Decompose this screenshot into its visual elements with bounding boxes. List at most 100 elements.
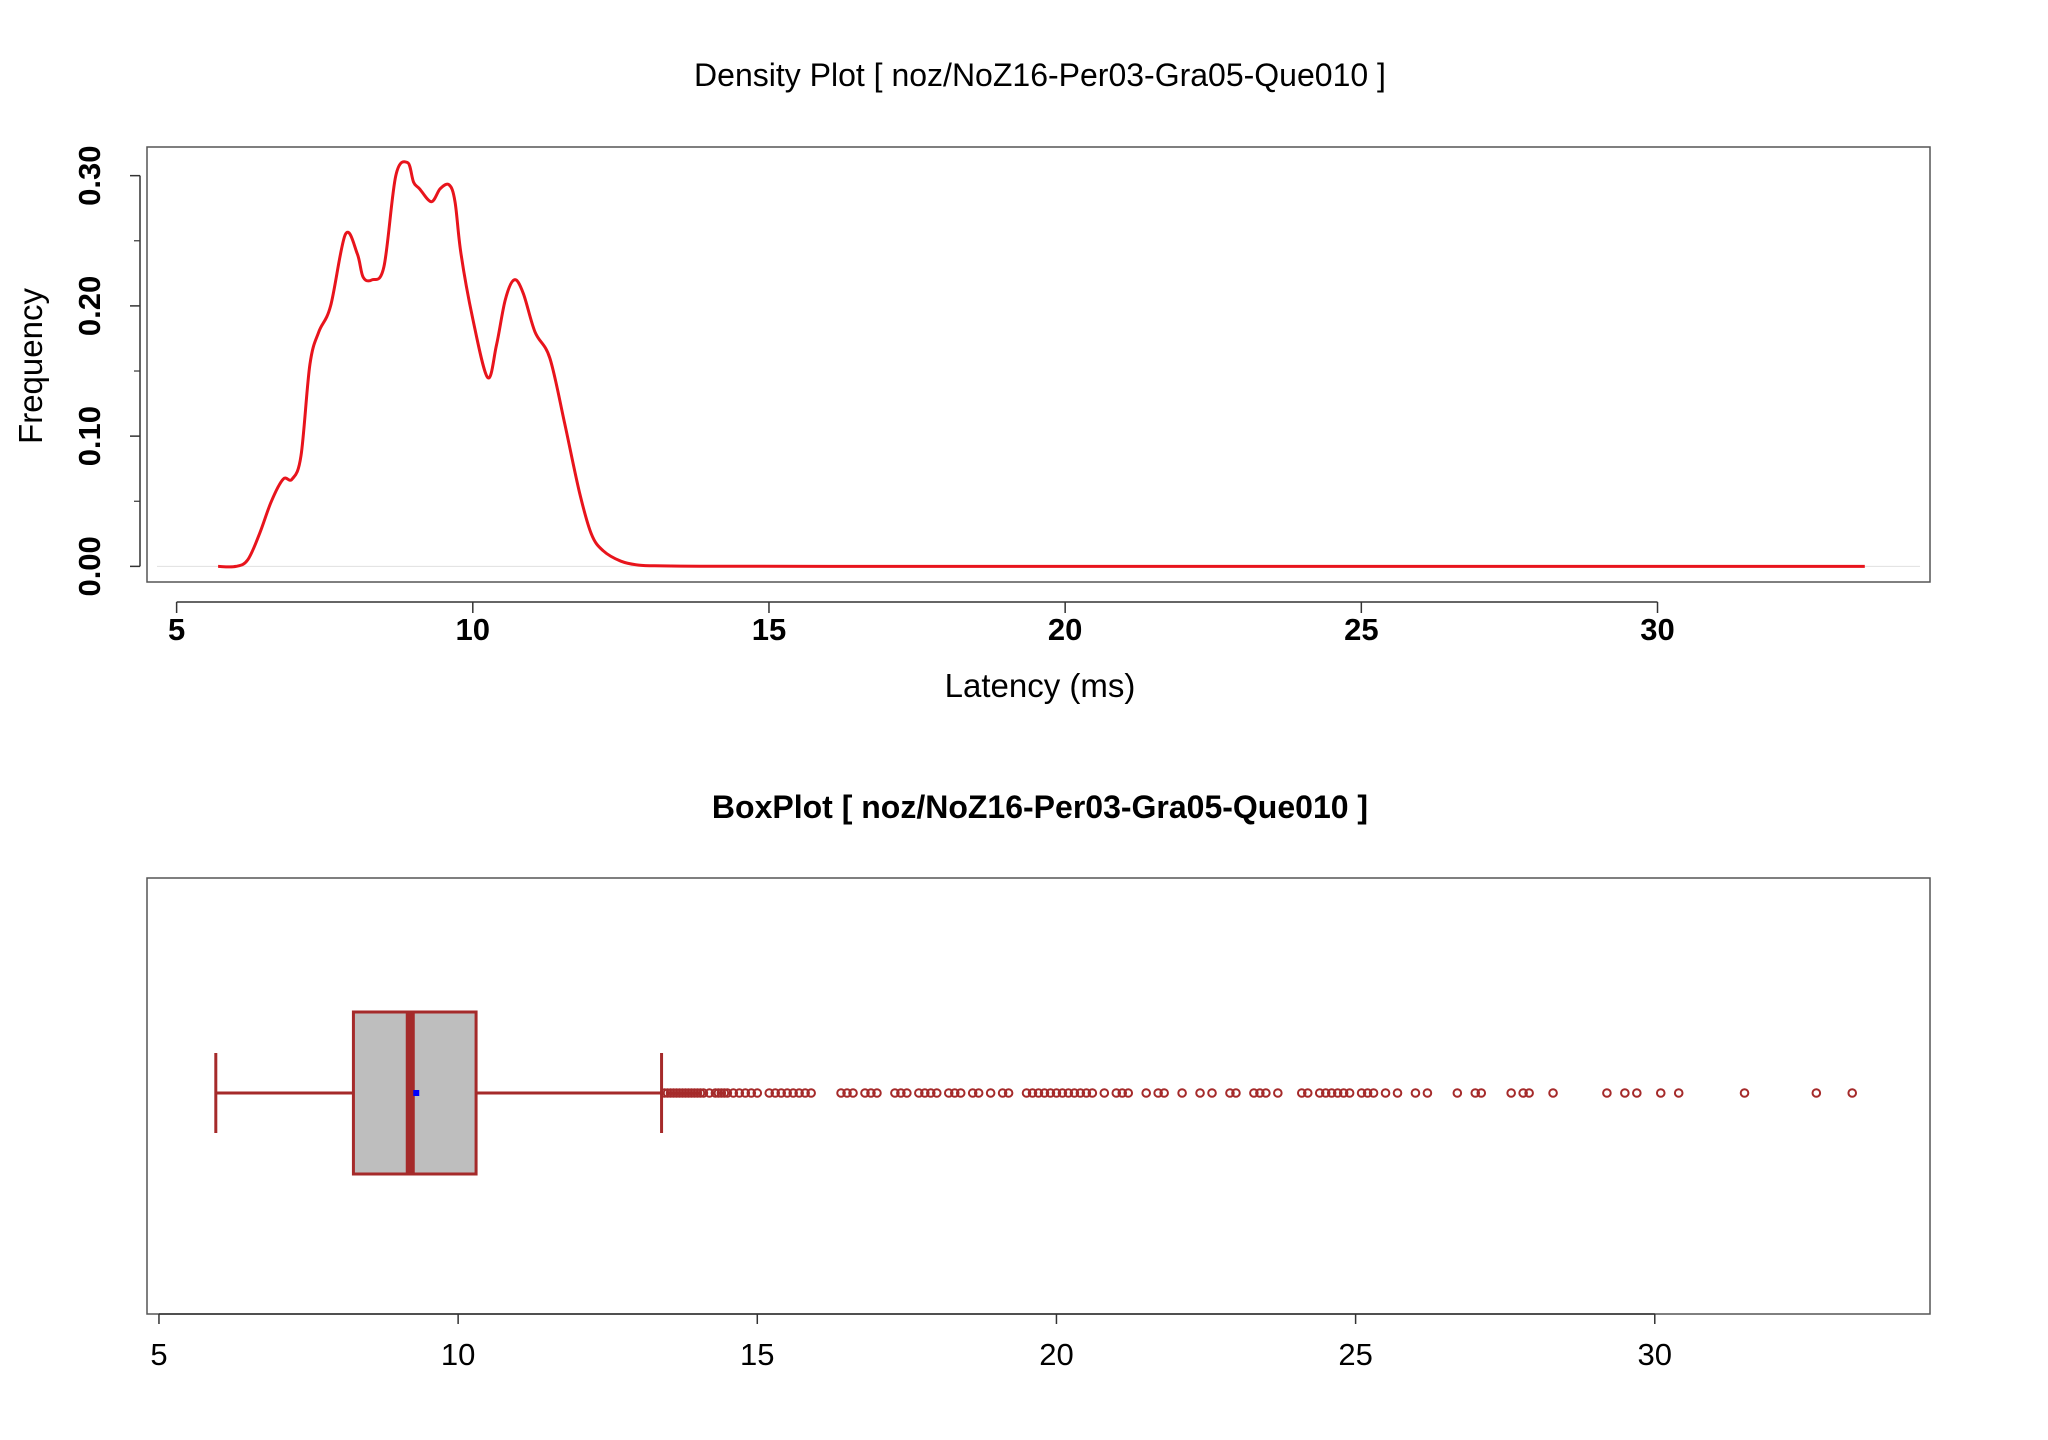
boxplot-outlier-point bbox=[1847, 1088, 1858, 1098]
boxplot-x-tick-label: 20 bbox=[1039, 1337, 1073, 1372]
boxplot-outlier-point bbox=[716, 1088, 727, 1098]
boxplot-outlier-point bbox=[1470, 1088, 1481, 1098]
boxplot-outlier-point bbox=[782, 1088, 793, 1098]
boxplot-outlier-point bbox=[1602, 1088, 1612, 1098]
density-x-tick-label: 25 bbox=[1344, 612, 1378, 647]
boxplot-outlier-point bbox=[1255, 1088, 1265, 1098]
density-x-axis: 5 10 15 20 25 30 bbox=[168, 601, 1675, 647]
boxplot-outlier-point bbox=[1063, 1088, 1074, 1098]
boxplot-outlier-point bbox=[788, 1088, 798, 1098]
boxplot-outlier-point bbox=[860, 1088, 870, 1098]
density-x-tick-label: 30 bbox=[1640, 612, 1674, 647]
density-x-tick-label: 20 bbox=[1048, 612, 1082, 647]
boxplot-outlier-point bbox=[1069, 1088, 1080, 1098]
boxplot-outlier-point bbox=[728, 1088, 739, 1098]
boxplot-outlier-point bbox=[1632, 1088, 1642, 1098]
boxplot-outlier-point bbox=[1075, 1088, 1086, 1098]
boxplot-outlier-point bbox=[967, 1088, 978, 1098]
boxplot-outlier-point bbox=[890, 1088, 900, 1098]
boxplot-outlier-point bbox=[1021, 1088, 1032, 1098]
boxplot-outlier-point bbox=[1033, 1088, 1044, 1098]
boxplot-outlier-point bbox=[722, 1088, 733, 1098]
boxplot-outlier-point bbox=[1296, 1088, 1307, 1098]
boxplot-outlier-point bbox=[1231, 1088, 1241, 1098]
boxplot-outlier-point bbox=[800, 1088, 810, 1098]
boxplot-outlier-point bbox=[1548, 1088, 1558, 1098]
boxplot-outlier-point bbox=[1123, 1088, 1134, 1098]
density-y-tick-label: 0.00 bbox=[72, 536, 107, 596]
boxplot-outlier-point bbox=[1368, 1088, 1379, 1098]
boxplot-outlier-point bbox=[1739, 1088, 1750, 1098]
boxplot-outlier-point bbox=[1422, 1088, 1433, 1098]
boxplot-outlier-point bbox=[659, 1088, 670, 1098]
boxplot-outlier-point bbox=[1506, 1088, 1516, 1098]
boxplot-outlier-point bbox=[1273, 1088, 1283, 1098]
boxplot-outlier-point bbox=[920, 1088, 930, 1098]
boxplot-outlier-point bbox=[665, 1088, 676, 1098]
boxplot-outlier-point bbox=[668, 1088, 679, 1098]
boxplot-outlier-point bbox=[752, 1088, 763, 1098]
boxplot-outlier-point bbox=[1673, 1088, 1684, 1098]
boxplot-title: BoxPlot [ noz/NoZ16-Per03-Gra05-Que010 ] bbox=[712, 789, 1368, 825]
boxplot-outlier-point bbox=[671, 1088, 682, 1098]
density-plot-frame bbox=[146, 146, 1931, 583]
boxplot-outlier-point bbox=[1153, 1088, 1163, 1098]
boxplot-x-tick-label: 10 bbox=[441, 1337, 475, 1372]
boxplot-outlier-point bbox=[997, 1088, 1008, 1098]
boxplot-outlier-point bbox=[1655, 1088, 1666, 1098]
boxplot-outlier-point bbox=[1356, 1088, 1367, 1098]
boxplot-outlier-point bbox=[683, 1088, 694, 1098]
boxplot-outlier-point bbox=[1039, 1088, 1050, 1098]
boxplot-outlier-point bbox=[1811, 1088, 1822, 1098]
density-x-tick-label: 10 bbox=[456, 612, 490, 647]
boxplot-outlier-point bbox=[1476, 1088, 1487, 1098]
boxplot-outlier-point bbox=[955, 1088, 966, 1098]
boxplot-outlier-point bbox=[746, 1088, 757, 1098]
boxplot-outlier-point bbox=[662, 1088, 673, 1098]
boxplot-x-tick-label: 30 bbox=[1638, 1337, 1672, 1372]
boxplot-outlier-point bbox=[1099, 1088, 1110, 1098]
boxplot-x-tick-label: 25 bbox=[1338, 1337, 1372, 1372]
boxplot-box-group bbox=[214, 1010, 664, 1176]
boxplot-outlier-point bbox=[794, 1088, 804, 1098]
boxplot-outlier-point bbox=[1057, 1088, 1068, 1098]
density-y-tick-label: 0.30 bbox=[72, 145, 107, 205]
boxplot-outlier-point bbox=[949, 1088, 960, 1098]
boxplot-outlier-point bbox=[914, 1088, 924, 1098]
boxplot-outlier-point bbox=[710, 1088, 721, 1098]
boxplot-outlier-point bbox=[1207, 1088, 1217, 1098]
boxplot-outlier-point bbox=[1620, 1088, 1630, 1098]
boxplot-outlier-point bbox=[1081, 1088, 1092, 1098]
boxplot-outlier-point bbox=[686, 1088, 697, 1098]
boxplot-outlier-point bbox=[1326, 1088, 1337, 1098]
boxplot-outlier-point bbox=[776, 1088, 787, 1098]
boxplot-outlier-point bbox=[1177, 1088, 1187, 1098]
density-line bbox=[218, 160, 1865, 569]
density-y-tick-label: 0.10 bbox=[72, 406, 107, 466]
boxplot-outlier-point bbox=[1111, 1088, 1122, 1098]
boxplot-outlier-point bbox=[692, 1088, 703, 1098]
boxplot-outlier-point bbox=[734, 1088, 745, 1098]
density-x-tick-label: 15 bbox=[752, 612, 786, 647]
density-title: Density Plot [ noz/NoZ16-Per03-Gra05-Que… bbox=[694, 57, 1386, 93]
boxplot-outlier-point bbox=[1410, 1088, 1421, 1098]
boxplot-outlier-point bbox=[973, 1088, 984, 1098]
boxplot-outlier-point bbox=[764, 1088, 775, 1098]
density-x-axis-label: Latency (ms) bbox=[945, 667, 1136, 704]
boxplot-outlier-point bbox=[848, 1088, 858, 1098]
boxplot-outlier-point bbox=[698, 1088, 709, 1098]
boxplot-outlier-point bbox=[740, 1088, 751, 1098]
boxplot-outlier-point bbox=[689, 1088, 700, 1098]
density-y-axis-label: Frequency bbox=[12, 288, 49, 444]
boxplot-outlier-point bbox=[1344, 1088, 1355, 1098]
boxplot-outlier-point bbox=[704, 1088, 715, 1098]
boxplot-outlier-point bbox=[1320, 1088, 1331, 1098]
boxplot-outlier-point bbox=[1314, 1088, 1325, 1098]
density-x-tick-label: 5 bbox=[168, 612, 185, 647]
boxplot-outlier-point bbox=[1225, 1088, 1235, 1098]
boxplot-outlier-point bbox=[1338, 1088, 1349, 1098]
boxplot-outlier-point bbox=[1261, 1088, 1271, 1098]
boxplot-mean-marker bbox=[413, 1090, 420, 1096]
boxplot-x-axis: 5 10 15 20 25 30 bbox=[150, 1313, 1672, 1372]
